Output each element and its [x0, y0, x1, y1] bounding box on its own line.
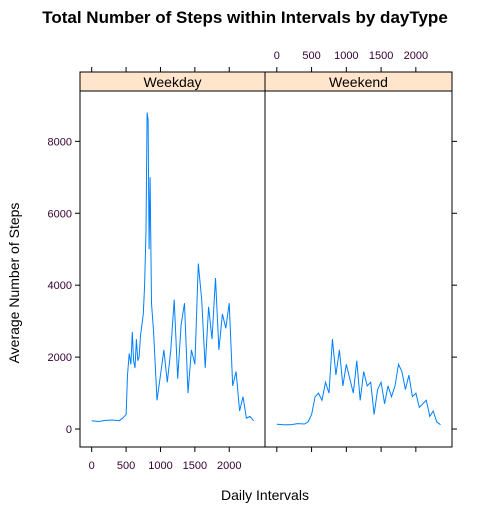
x-tick-label: 1000 [148, 460, 172, 472]
strip-label-weekend: Weekend [329, 74, 388, 90]
y-axis-label: Average Number of Steps [6, 203, 22, 364]
y-tick-label: 4000 [48, 280, 72, 292]
panel-weekday: Weekday 0 500 1000 1500 2000 [79, 67, 266, 472]
y-tick-label: 8000 [48, 136, 72, 148]
x-tick-label: 500 [117, 460, 135, 472]
x-tick-label: 0 [89, 460, 95, 472]
x-tick-label: 0 [274, 50, 280, 62]
x-tick-label: 500 [302, 50, 320, 62]
y-tick-label: 0 [66, 424, 72, 436]
series-line-weekend [276, 339, 441, 426]
panel-frame-weekend [264, 90, 453, 448]
x-tick-label: 1000 [334, 50, 358, 62]
y-tick-label: 2000 [48, 352, 72, 364]
series-line-weekday [91, 112, 255, 423]
y-tick-label: 6000 [48, 208, 72, 220]
x-axis-label: Daily Intervals [221, 487, 309, 503]
panel-frame-weekday [79, 90, 266, 448]
chart-title: Total Number of Steps within Intervals b… [42, 8, 448, 27]
panels-layer: Weekday 0 500 1000 1500 2000 Weekend 0 500 1000 15… [48, 50, 457, 472]
x-tick-label: 1500 [183, 460, 207, 472]
x-tick-label: 1500 [369, 50, 393, 62]
x-tick-label: 2000 [404, 50, 428, 62]
panel-weekend: Weekend 0 500 1000 1500 2000 [264, 50, 453, 452]
strip-label-weekday: Weekday [143, 74, 201, 90]
x-tick-label: 2000 [217, 460, 241, 472]
